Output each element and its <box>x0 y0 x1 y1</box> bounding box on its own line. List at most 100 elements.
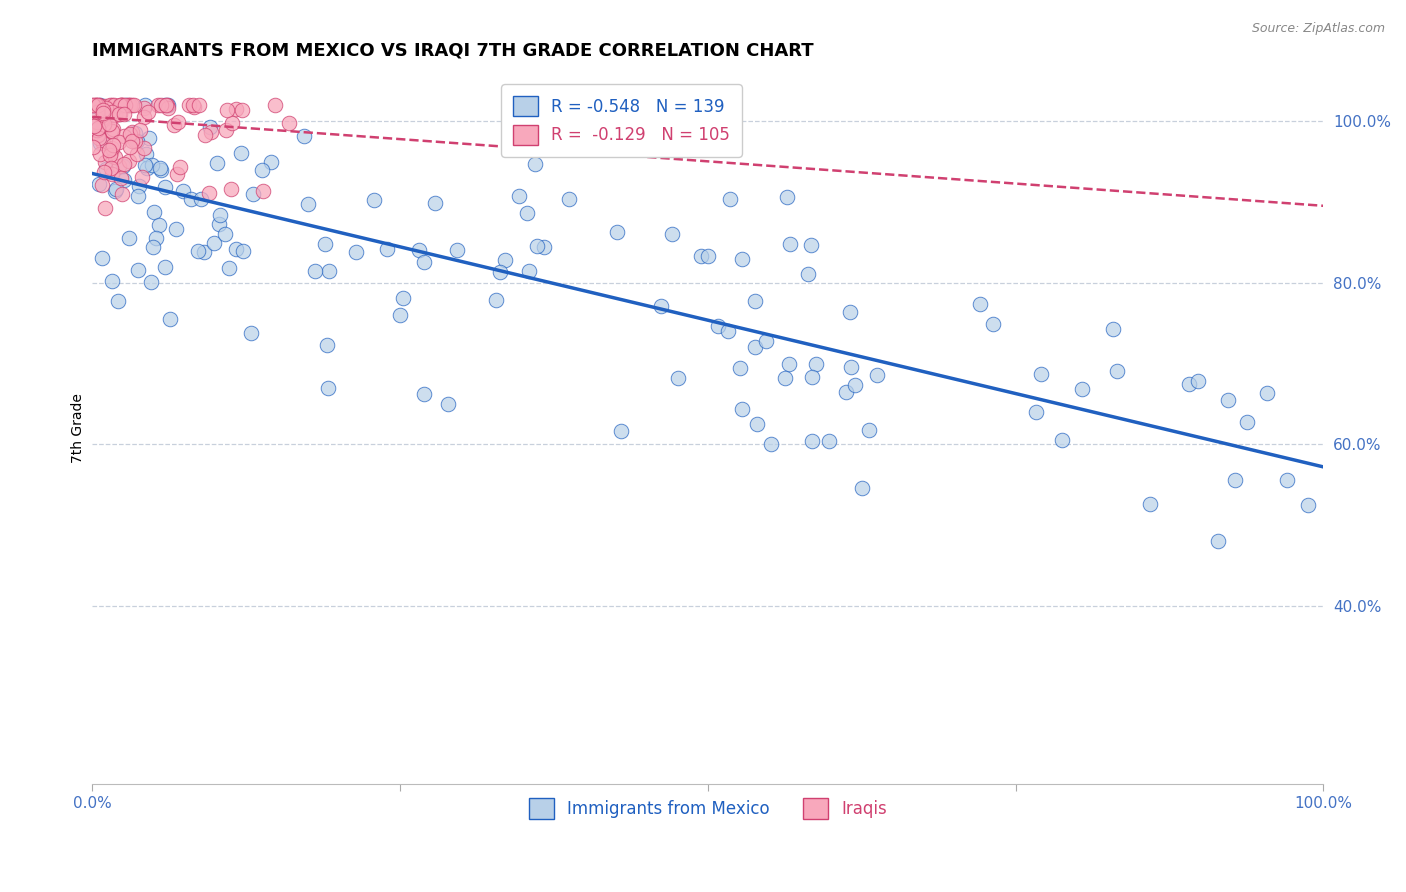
Point <box>132 141 155 155</box>
Point <box>1029 367 1052 381</box>
Point <box>292 129 315 144</box>
Point <box>388 308 411 322</box>
Point <box>533 240 555 254</box>
Point <box>650 300 672 314</box>
Point <box>744 340 766 354</box>
Point <box>489 264 512 278</box>
Point <box>94 201 117 215</box>
Point <box>731 401 754 416</box>
Point <box>706 318 728 333</box>
Point <box>1256 385 1278 400</box>
Point <box>127 189 149 203</box>
Legend: Immigrants from Mexico, Iraqis: Immigrants from Mexico, Iraqis <box>522 791 894 825</box>
Point <box>108 107 131 121</box>
Point <box>277 116 299 130</box>
Point <box>177 97 200 112</box>
Point <box>98 147 121 161</box>
Point <box>446 244 468 258</box>
Point <box>508 189 530 203</box>
Point <box>86 115 108 129</box>
Point <box>117 97 139 112</box>
Point <box>242 186 264 201</box>
Point <box>728 361 751 376</box>
Point <box>731 252 754 266</box>
Point <box>162 118 184 132</box>
Point <box>1050 433 1073 447</box>
Point <box>91 103 114 118</box>
Point <box>149 163 172 178</box>
Point <box>107 159 129 173</box>
Point <box>800 237 823 252</box>
Point <box>606 225 628 239</box>
Point <box>87 97 110 112</box>
Point <box>153 98 176 112</box>
Point <box>1206 533 1229 548</box>
Point <box>122 97 145 112</box>
Point <box>231 103 253 117</box>
Point <box>100 145 122 160</box>
Point <box>134 97 156 112</box>
Point <box>86 122 108 136</box>
Point <box>103 97 125 112</box>
Point <box>96 161 118 176</box>
Point <box>148 97 170 112</box>
Point <box>165 222 187 236</box>
Point <box>112 106 135 120</box>
Point <box>194 128 217 142</box>
Point <box>190 192 212 206</box>
Point <box>413 386 436 401</box>
Point <box>1277 473 1299 487</box>
Point <box>526 239 548 253</box>
Point <box>747 417 769 432</box>
Point <box>610 424 633 438</box>
Point <box>156 97 179 112</box>
Point <box>142 240 165 254</box>
Point <box>524 156 547 170</box>
Point <box>844 377 866 392</box>
Point <box>135 147 157 161</box>
Point <box>111 187 134 202</box>
Point <box>108 135 131 149</box>
Point <box>391 291 413 305</box>
Point <box>84 97 107 112</box>
Point <box>252 185 274 199</box>
Point <box>485 293 508 308</box>
Point <box>209 209 232 223</box>
Point <box>156 101 179 115</box>
Point <box>114 97 136 112</box>
Point <box>118 128 141 142</box>
Point <box>93 98 115 112</box>
Point <box>260 155 283 169</box>
Point <box>755 334 778 349</box>
Point <box>318 263 340 277</box>
Point <box>132 110 155 124</box>
Point <box>108 107 131 121</box>
Point <box>183 100 205 114</box>
Point <box>93 117 115 131</box>
Point <box>141 158 163 172</box>
Point <box>112 97 135 112</box>
Point <box>82 97 104 112</box>
Point <box>202 235 225 250</box>
Point <box>124 127 146 141</box>
Point <box>1296 499 1319 513</box>
Point <box>717 324 740 338</box>
Point <box>1225 474 1247 488</box>
Point <box>100 161 122 175</box>
Point <box>87 120 110 135</box>
Point <box>153 179 176 194</box>
Point <box>91 178 114 192</box>
Point <box>1025 405 1047 419</box>
Point <box>778 358 800 372</box>
Point <box>1178 377 1201 392</box>
Point <box>93 165 115 179</box>
Point <box>181 97 204 112</box>
Point <box>318 381 340 395</box>
Point <box>558 192 581 206</box>
Point <box>93 155 115 169</box>
Point <box>169 160 191 174</box>
Point <box>101 274 124 288</box>
Point <box>159 312 181 326</box>
Point <box>128 123 150 137</box>
Point <box>84 97 107 112</box>
